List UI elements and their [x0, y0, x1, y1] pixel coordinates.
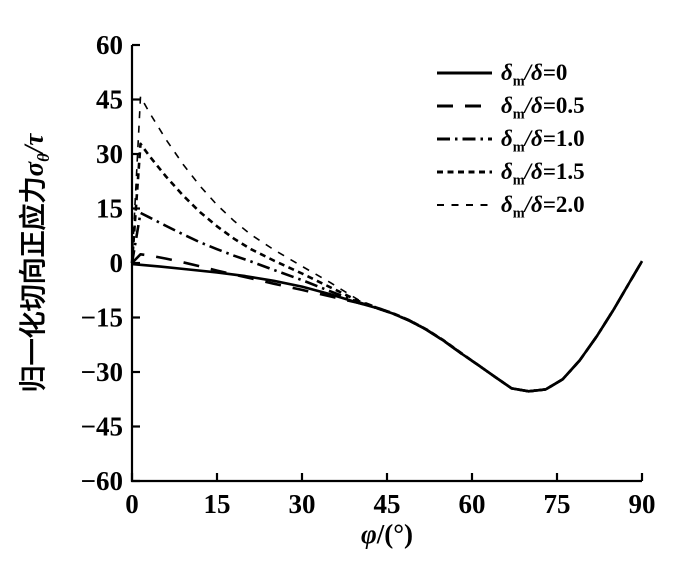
y-tick-label: −45 — [81, 412, 123, 442]
legend-item-delta-ratio-1.0: δm/δ=1.0 — [437, 122, 585, 155]
y-axis-label-rest: /τ — [18, 133, 49, 154]
x-tick-label: 90 — [629, 489, 656, 519]
legend-label: δm/δ=0 — [501, 59, 568, 90]
y-axis-label-cn: 归一化切向正应力 — [18, 176, 49, 393]
legend-line-sample — [437, 137, 492, 140]
curve-delta-ratio-0 — [131, 260, 644, 393]
legend-label: δm/δ=1.0 — [501, 125, 585, 156]
x-tick-label: 30 — [289, 489, 316, 519]
legend-item-delta-ratio-1.5: δm/δ=1.5 — [437, 155, 585, 188]
phi-symbol: φ — [360, 519, 377, 549]
legend: δm/δ=0 δm/δ=0.5 δm/δ=1.0 δm/δ=1.5 δm/δ=2.0 — [437, 56, 585, 221]
x-tick-label: 15 — [204, 489, 231, 519]
y-tick-label: 45 — [96, 85, 123, 115]
legend-line-sample — [437, 71, 492, 74]
x-tick-label: 60 — [459, 489, 486, 519]
sigma-symbol: σ — [18, 161, 49, 177]
x-tick-label: 45 — [374, 489, 401, 519]
curve-delta-ratio-0.5 — [131, 253, 644, 393]
legend-item-delta-ratio-0.5: δm/δ=0.5 — [437, 89, 585, 122]
x-tick-label: 0 — [125, 489, 139, 519]
x-axis-label: φ/(°) — [361, 519, 413, 550]
legend-item-delta-ratio-2.0: δm/δ=2.0 — [437, 188, 585, 221]
x-axis-label-rest: /(°) — [376, 519, 414, 549]
y-tick-label: −30 — [81, 357, 123, 387]
legend-line-sample — [437, 170, 492, 173]
theta-subscript: θ — [33, 153, 53, 162]
y-tick-label: −15 — [81, 303, 123, 333]
legend-label: δm/δ=2.0 — [501, 191, 585, 222]
legend-item-delta-ratio-0: δm/δ=0 — [437, 56, 585, 89]
x-tick-label: 75 — [544, 489, 571, 519]
y-tick-label: 0 — [110, 248, 124, 278]
y-axis-label: 归一化切向正应力σθ/τ — [12, 133, 53, 393]
y-tick-label: 30 — [96, 139, 123, 169]
curve-delta-ratio-1.0 — [130, 211, 644, 393]
legend-line-sample — [437, 203, 492, 206]
legend-label: δm/δ=0.5 — [501, 92, 585, 123]
y-tick-label: −60 — [81, 466, 123, 496]
y-tick-label: 15 — [96, 194, 123, 224]
legend-line-sample — [437, 104, 492, 107]
y-tick-label: 60 — [96, 30, 123, 60]
legend-label: δm/δ=1.5 — [501, 158, 585, 189]
